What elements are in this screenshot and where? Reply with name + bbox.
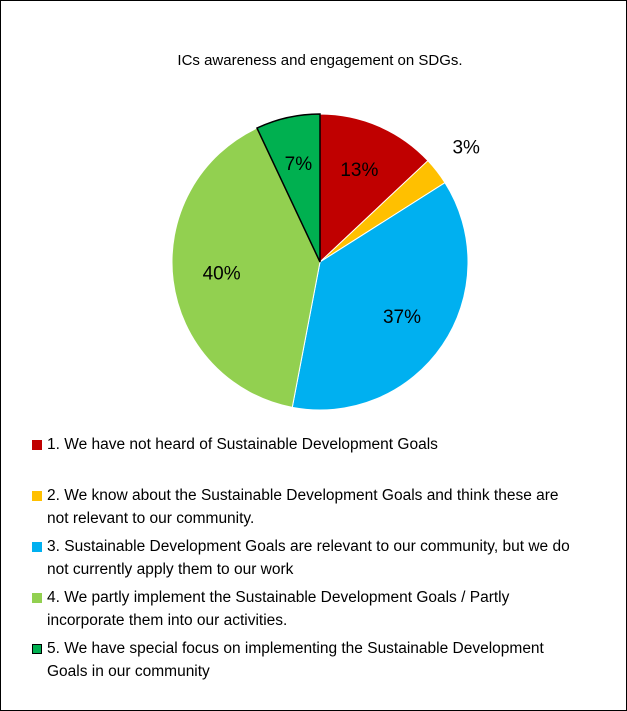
legend-item: 4. We partly implement the Sustainable D… [32, 586, 572, 637]
legend-label: 2. We know about the Sustainable Develop… [47, 487, 559, 527]
pie-slice [291, 182, 469, 411]
legend-item: 1. We have not heard of Sustainable Deve… [32, 433, 572, 484]
legend: 1. We have not heard of Sustainable Deve… [32, 433, 572, 688]
pie-slice [171, 127, 321, 408]
legend-item: 5. We have special focus on implementing… [32, 637, 572, 688]
legend-label: 3. Sustainable Development Goals are rel… [47, 538, 570, 578]
pie-slice [255, 113, 321, 263]
chart-title: ICs awareness and engagement on SDGs. [177, 52, 462, 69]
legend-label: 1. We have not heard of Sustainable Deve… [47, 436, 438, 453]
data-label: 7% [285, 154, 313, 175]
legend-label: 5. We have special focus on implementing… [47, 640, 544, 680]
legend-swatch [32, 644, 42, 654]
data-label: 37% [383, 307, 421, 328]
legend-item: 3. Sustainable Development Goals are rel… [32, 535, 572, 586]
data-label: 40% [203, 263, 241, 284]
legend-label: 4. We partly implement the Sustainable D… [47, 589, 510, 629]
legend-swatch [32, 542, 42, 552]
legend-swatch [32, 491, 42, 501]
legend-item: 2. We know about the Sustainable Develop… [32, 484, 572, 535]
pie [171, 113, 469, 411]
data-label: 3% [452, 138, 480, 159]
legend-swatch [32, 593, 42, 603]
legend-swatch [32, 440, 42, 450]
pie-slice [319, 113, 429, 264]
data-label: 13% [340, 160, 378, 181]
